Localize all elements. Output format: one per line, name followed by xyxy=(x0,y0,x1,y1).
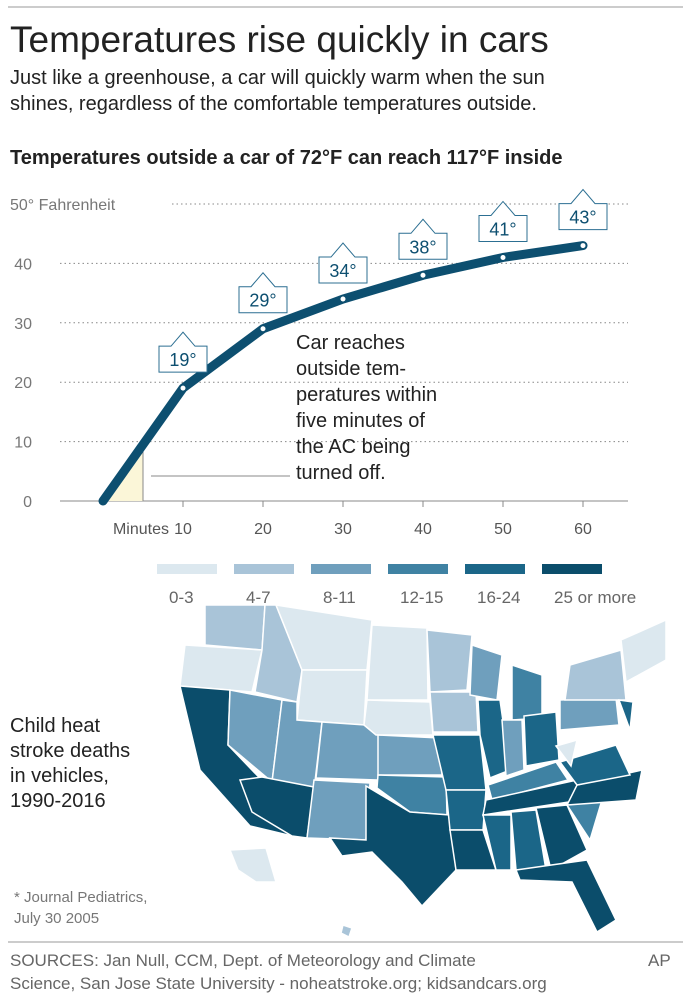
x-tick-label: 20 xyxy=(254,521,272,538)
y-tick-label: 10 xyxy=(14,435,32,452)
map-caption: in vehicles, xyxy=(10,765,109,787)
legend-swatch xyxy=(234,564,294,574)
state xyxy=(511,663,543,721)
value-label: 41° xyxy=(489,219,516,239)
y-tick-label: 20 xyxy=(14,375,32,392)
legend-swatch xyxy=(388,564,448,574)
alaska xyxy=(228,847,278,883)
legend-swatch xyxy=(157,564,217,574)
state xyxy=(501,719,525,778)
state xyxy=(429,691,479,733)
state xyxy=(469,643,503,701)
value-label: 43° xyxy=(569,208,596,228)
note: * Journal Pediatrics, xyxy=(14,889,147,906)
y-tick-label: 0 xyxy=(23,494,32,511)
sources: Science, San Jose State University - noh… xyxy=(10,974,547,993)
state xyxy=(617,699,634,731)
state xyxy=(554,738,579,768)
point xyxy=(420,272,426,278)
legend-swatch xyxy=(542,564,602,574)
credit: AP xyxy=(648,951,671,970)
legend-label: 16-24 xyxy=(477,588,520,607)
y-tick-label: 40 xyxy=(14,256,32,273)
arrow-badge xyxy=(158,331,208,373)
x-tick-label: 40 xyxy=(414,521,432,538)
state xyxy=(204,604,266,651)
legend-label: 25 or more xyxy=(554,588,636,607)
x-tick-label: 50 xyxy=(494,521,512,538)
point xyxy=(180,385,186,391)
hawaii xyxy=(340,924,353,939)
legend-label: 8-11 xyxy=(323,588,356,607)
arrow-badge xyxy=(398,218,448,260)
map-caption: Child heat xyxy=(10,715,101,737)
annotation: turned off. xyxy=(296,462,386,484)
y-tick-label: 50° Fahrenheit xyxy=(10,197,116,214)
state xyxy=(179,644,263,693)
x-tick-label: 60 xyxy=(574,521,592,538)
map-caption: stroke deaths xyxy=(10,740,130,762)
note: July 30 2005 xyxy=(14,910,99,927)
state xyxy=(363,699,434,736)
state xyxy=(306,779,371,841)
state xyxy=(558,744,632,786)
state xyxy=(445,789,487,831)
x-tick-label: 30 xyxy=(334,521,352,538)
value-label: 34° xyxy=(329,261,356,281)
sources: SOURCES: Jan Null, CCM, Dept. of Meteoro… xyxy=(10,951,476,970)
annotation: the AC being xyxy=(296,436,411,458)
annotation: outside tem- xyxy=(296,358,406,380)
legend-label: 0-3 xyxy=(169,588,194,607)
arrow-badge xyxy=(238,271,288,314)
state xyxy=(366,624,429,701)
annotation: five minutes of xyxy=(296,410,425,432)
state xyxy=(482,814,512,871)
state xyxy=(296,669,368,726)
annotation: Car reaches xyxy=(296,332,405,354)
legend-swatch xyxy=(465,564,525,574)
x-tick-label: 10 xyxy=(174,521,192,538)
chart-title: Temperatures outside a car of 72°F can r… xyxy=(10,147,563,169)
point xyxy=(580,243,586,249)
x-axis-label: Minutes xyxy=(113,521,169,538)
value-label: 29° xyxy=(249,291,276,311)
state xyxy=(377,734,443,776)
state xyxy=(328,784,457,908)
map-caption: 1990-2016 xyxy=(10,790,106,812)
state xyxy=(426,629,473,693)
state xyxy=(559,697,620,731)
state xyxy=(620,618,667,684)
y-tick-label: 30 xyxy=(14,316,32,333)
arrow-badge xyxy=(558,188,608,231)
subtitle: Just like a greenhouse, a car will quick… xyxy=(10,67,545,115)
state xyxy=(564,649,627,701)
point xyxy=(500,254,506,260)
state xyxy=(514,859,617,934)
legend-label: 4-7 xyxy=(246,588,271,607)
arrow-badge xyxy=(478,200,528,242)
state xyxy=(487,761,570,801)
legend-label: 12-15 xyxy=(400,588,443,607)
state xyxy=(523,711,560,767)
point xyxy=(260,326,266,332)
value-label: 19° xyxy=(169,350,196,370)
us-map xyxy=(179,604,667,939)
legend-swatch xyxy=(311,564,371,574)
title: Temperatures rise quickly in cars xyxy=(10,19,549,60)
point xyxy=(340,296,346,302)
arrow-badge xyxy=(318,242,368,284)
annotation: peratures within xyxy=(296,384,437,406)
value-label: 38° xyxy=(409,237,436,257)
state xyxy=(535,804,588,872)
